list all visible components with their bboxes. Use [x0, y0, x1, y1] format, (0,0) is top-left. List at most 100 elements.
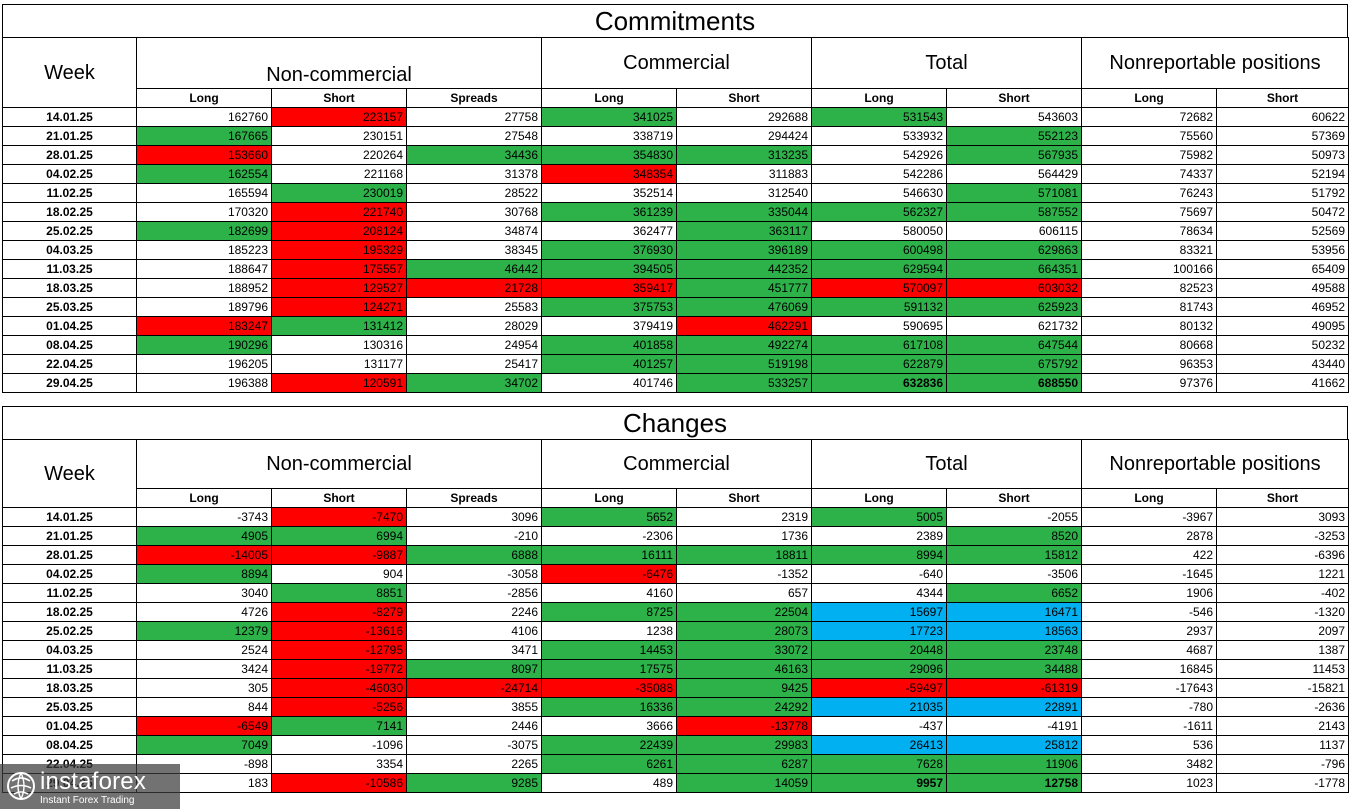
table-row: 18.02.25 4726 -8279 2246 8725 22504 15697 16471… [2, 602, 1350, 622]
week-cell: 25.02.25 [2, 621, 137, 641]
value-cell: 379419 [541, 316, 678, 336]
brand-tagline: Instant Forex Trading [40, 795, 135, 806]
value-cell: 11453 [1216, 659, 1350, 679]
value-cell: 7049 [136, 735, 272, 755]
value-cell: -3075 [405, 735, 543, 755]
week-header: Week [2, 37, 137, 108]
group-non-commercial: Non-commercial [135, 439, 543, 489]
value-cell: 11906 [946, 754, 1083, 774]
subheader-long: Long [1081, 488, 1218, 508]
subheader-long: Long [811, 488, 948, 508]
value-cell: 120591 [271, 373, 407, 393]
value-cell: 8994 [811, 545, 948, 565]
value-cell: 28029 [405, 316, 543, 336]
value-cell: 185223 [136, 240, 272, 260]
value-cell: -3743 [136, 507, 272, 527]
value-cell: 29983 [676, 735, 813, 755]
value-cell: 34874 [405, 221, 543, 241]
value-cell: 50232 [1216, 335, 1350, 355]
value-cell: 6652 [946, 583, 1083, 603]
value-cell: 6261 [541, 754, 678, 774]
value-cell: 394505 [541, 259, 678, 279]
week-header: Week [2, 439, 137, 508]
value-cell: -1352 [676, 564, 813, 584]
value-cell: 182699 [136, 221, 272, 241]
subheader-short: Short [946, 88, 1083, 108]
changes-section: Changes Week Non-commercial Commercial T… [2, 406, 1350, 793]
group-non-commercial: Non-commercial [135, 37, 543, 89]
value-cell: 354830 [541, 145, 678, 165]
group-nonreportable: Nonreportable positions [1081, 439, 1350, 489]
value-cell: 542286 [811, 164, 948, 184]
value-cell: 65409 [1216, 259, 1350, 279]
week-cell: 18.03.25 [2, 678, 137, 698]
value-cell: 292688 [676, 107, 813, 127]
table-row: 04.03.25 2524 -12795 3471 14453 33072 20448 237… [2, 640, 1350, 660]
value-cell: 606115 [946, 221, 1083, 241]
value-cell: 220264 [271, 145, 407, 165]
value-cell: 34436 [405, 145, 543, 165]
value-cell: 188647 [136, 259, 272, 279]
value-cell: -546 [1081, 602, 1218, 622]
value-cell: 562327 [811, 202, 948, 222]
value-cell: 22439 [541, 735, 678, 755]
globe-icon [7, 772, 35, 800]
value-cell: 451777 [676, 278, 813, 298]
value-cell: -3967 [1081, 507, 1218, 527]
value-cell: 96353 [1081, 354, 1218, 374]
value-cell: -2636 [1216, 697, 1350, 717]
value-cell: 12379 [136, 621, 272, 641]
value-cell: 3666 [541, 716, 678, 736]
value-cell: 230151 [271, 126, 407, 146]
subheader-short: Short [946, 488, 1083, 508]
value-cell: -3253 [1216, 526, 1350, 546]
value-cell: 621732 [946, 316, 1083, 336]
value-cell: 130316 [271, 335, 407, 355]
value-cell: 16336 [541, 697, 678, 717]
value-cell: -1645 [1081, 564, 1218, 584]
value-cell: 76243 [1081, 183, 1218, 203]
table-row: 08.04.25 7049 -1096 -3075 22439 29983 26413 258… [2, 735, 1350, 755]
value-cell: 9285 [405, 773, 543, 793]
value-cell: 376930 [541, 240, 678, 260]
value-cell: 8520 [946, 526, 1083, 546]
value-cell: 30768 [405, 202, 543, 222]
subheader-long: Long [541, 88, 678, 108]
value-cell: 536 [1081, 735, 1218, 755]
value-cell: 570097 [811, 278, 948, 298]
value-cell: 18563 [946, 621, 1083, 641]
value-cell: 51792 [1216, 183, 1350, 203]
value-cell: 542926 [811, 145, 948, 165]
subheader-spreads: Spreads [405, 488, 543, 508]
value-cell: 1906 [1081, 583, 1218, 603]
table-row: 21.01.25 167665 230151 27548 338719 294424 533… [2, 126, 1350, 146]
value-cell: 533932 [811, 126, 948, 146]
value-cell: 552123 [946, 126, 1083, 146]
value-cell: -5256 [271, 697, 407, 717]
value-cell: -46030 [271, 678, 407, 698]
value-cell: 2937 [1081, 621, 1218, 641]
value-cell: -2856 [405, 583, 543, 603]
value-cell: 591132 [811, 297, 948, 317]
value-cell: -6549 [136, 716, 272, 736]
value-cell: 80132 [1081, 316, 1218, 336]
week-cell: 22.04.25 [2, 354, 137, 374]
value-cell: 49095 [1216, 316, 1350, 336]
week-cell: 14.01.25 [2, 507, 137, 527]
value-cell: 17723 [811, 621, 948, 641]
value-cell: 195329 [271, 240, 407, 260]
subheader-short: Short [271, 488, 407, 508]
value-cell: 564429 [946, 164, 1083, 184]
value-cell: 904 [271, 564, 407, 584]
value-cell: 52569 [1216, 221, 1350, 241]
value-cell: 622879 [811, 354, 948, 374]
value-cell: 2389 [811, 526, 948, 546]
value-cell: 348354 [541, 164, 678, 184]
value-cell: -210 [405, 526, 543, 546]
value-cell: 167665 [136, 126, 272, 146]
week-cell: 11.03.25 [2, 259, 137, 279]
value-cell: 29096 [811, 659, 948, 679]
value-cell: -780 [1081, 697, 1218, 717]
value-cell: 4687 [1081, 640, 1218, 660]
table-row: 25.02.25 182699 208124 34874 362477 363117 580… [2, 221, 1350, 241]
